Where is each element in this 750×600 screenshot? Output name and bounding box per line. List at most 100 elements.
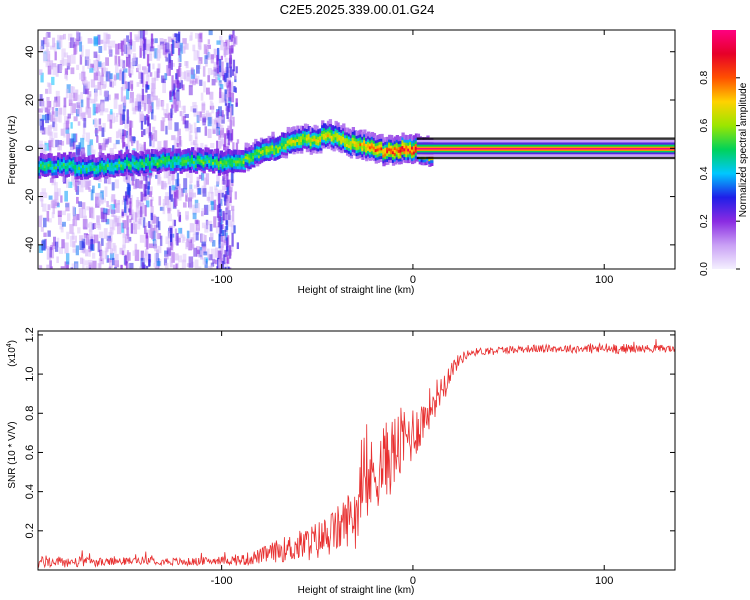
spectrogram-cell xyxy=(382,146,386,152)
spectrogram-cell xyxy=(196,50,200,59)
spectrogram-cell xyxy=(267,144,271,150)
spectrogram-cell xyxy=(73,116,78,122)
spectrogram-cell xyxy=(219,127,225,138)
spectrogram-cell xyxy=(313,136,317,142)
spectrogram-cell xyxy=(87,173,92,178)
snr-y-tick-label: 1.0 xyxy=(24,366,36,381)
spectrogram-cell xyxy=(101,170,105,176)
spectrogram-cell xyxy=(238,155,243,161)
spectrogram-cell xyxy=(208,155,212,161)
spectrogram-cell xyxy=(179,160,183,166)
spectrogram-cell xyxy=(96,59,99,72)
spectrogram-cell xyxy=(194,219,199,224)
spectrogram-cell xyxy=(235,98,238,106)
spectrogram-cell xyxy=(368,155,373,161)
spectrogram-cell xyxy=(70,103,74,116)
spectrogram-cell xyxy=(79,257,84,264)
spectrogram-cell xyxy=(165,57,169,62)
spectrogram-cell xyxy=(148,170,153,176)
spectrogram-cell xyxy=(160,158,164,163)
spectrogram-cell xyxy=(217,156,222,162)
spectrogram-cell xyxy=(160,152,164,158)
spectrogram-cell xyxy=(336,131,340,136)
spectrogram-cell xyxy=(229,167,233,173)
spectrogram-cell xyxy=(336,133,340,139)
spectrogram-cell xyxy=(336,139,340,145)
spectrogram-cell xyxy=(91,163,95,168)
spectrogram-cell xyxy=(65,120,70,130)
spectrogram-cell xyxy=(190,106,194,112)
spectrogram-cell xyxy=(164,254,169,260)
spectrogram-x-label: Height of straight line (km) xyxy=(298,285,415,296)
spectrogram-cell xyxy=(213,163,218,169)
spectrogram-cell xyxy=(334,138,338,144)
spectrogram-cell xyxy=(307,143,312,149)
spectrogram-cell xyxy=(81,166,86,171)
spectrogram-cell xyxy=(47,65,52,75)
spectrogram-cell xyxy=(254,159,258,165)
spectrogram-cell xyxy=(131,101,135,112)
spectrogram-cell xyxy=(393,156,398,162)
spectrogram-cell xyxy=(307,140,312,146)
spectrogram-cell xyxy=(169,187,174,197)
spectrogram-cell xyxy=(218,259,221,269)
spectrogram-cell xyxy=(168,153,172,159)
spectrogram-cell xyxy=(330,139,334,145)
spectrogram-cell xyxy=(80,160,84,166)
spectrogram-cell xyxy=(256,161,260,167)
spectrogram-cell xyxy=(96,135,99,143)
spectrogram-cell xyxy=(233,158,237,164)
spectrogram-cell xyxy=(65,202,70,212)
spectrogram-cell xyxy=(338,127,342,132)
spectrogram-cell xyxy=(280,143,285,149)
spectrogram-cell xyxy=(363,141,367,146)
spectrogram-cell xyxy=(279,135,283,141)
spectrogram-cell xyxy=(292,140,296,146)
spectrogram-cell xyxy=(152,163,157,169)
spectrogram-cell xyxy=(198,174,202,179)
spectrogram-cell xyxy=(57,145,60,151)
spectrogram-cell xyxy=(344,130,348,136)
spectrogram-cell xyxy=(162,159,166,165)
spectrogram-cell xyxy=(103,32,108,44)
spectrogram-cell xyxy=(259,149,264,155)
spectrogram-cell xyxy=(113,74,117,81)
spectrogram-cell xyxy=(277,136,281,142)
spectrogram-cell xyxy=(98,46,103,53)
spectrogram-cell xyxy=(82,65,85,77)
spectrogram-cell xyxy=(198,159,202,165)
spectrogram-cell xyxy=(104,174,109,179)
spectrogram-cell xyxy=(248,149,252,155)
spectrogram-cell xyxy=(403,143,407,149)
spectrogram-cell xyxy=(345,127,350,133)
spectrogram-cell xyxy=(250,150,254,156)
spectrogram-cell xyxy=(122,220,127,229)
spectrogram-cell xyxy=(378,134,382,139)
spectrogram-cell xyxy=(58,247,64,254)
spectrogram-y-tick-label: 20 xyxy=(24,94,36,106)
spectrogram-cell xyxy=(405,158,409,164)
spectrogram-cell xyxy=(384,137,388,142)
spectrogram-cell xyxy=(355,151,359,157)
spectrogram-cell xyxy=(103,169,107,175)
spectrogram-cell xyxy=(355,142,359,148)
spectrogram-cell xyxy=(213,199,217,210)
spectrogram-cell xyxy=(133,154,137,160)
spectrogram-cell xyxy=(194,151,199,157)
spectrogram-cell xyxy=(190,237,194,248)
spectrogram-cell xyxy=(225,162,229,168)
spectrogram-cell xyxy=(145,191,149,200)
spectrogram-cell xyxy=(104,171,109,176)
spectrogram-cell xyxy=(252,148,256,154)
spectrogram-cell xyxy=(224,134,229,140)
spectrogram-cell xyxy=(207,44,212,49)
spectrogram-cell xyxy=(217,222,220,228)
spectrogram-cell xyxy=(225,150,229,156)
spectrogram-cell xyxy=(412,155,417,161)
spectrogram-cell xyxy=(174,228,178,242)
spectrogram-cell xyxy=(139,146,143,155)
spectrogram-cell xyxy=(51,212,55,219)
spectrogram-cell xyxy=(171,166,176,171)
spectrogram-cell xyxy=(349,147,354,153)
spectrogram-cell xyxy=(83,171,88,177)
